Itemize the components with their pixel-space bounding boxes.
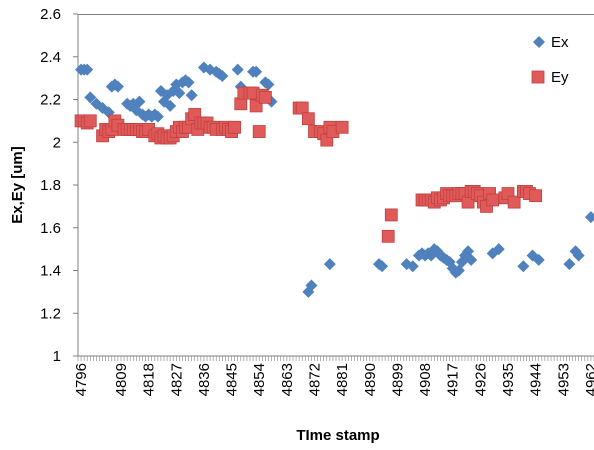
legend-label-ey: Ey xyxy=(551,69,569,86)
y-axis: 1 1.2 1.4 1.6 1.8 2 2.2 2.4 2.6 xyxy=(40,6,78,365)
data-point-ey xyxy=(486,193,500,207)
x-tick-label: 4944 xyxy=(528,363,545,396)
y-tick-label: 1.8 xyxy=(40,177,61,194)
data-point-ex xyxy=(465,253,478,266)
data-point-ey xyxy=(228,120,242,134)
data-point-ex xyxy=(231,63,244,76)
data-point-ex xyxy=(376,260,389,273)
y-tick-label: 1 xyxy=(53,348,61,365)
data-point-ey xyxy=(258,90,272,104)
x-tick-label: 4908 xyxy=(417,363,434,396)
data-point-ex xyxy=(111,80,124,93)
data-point-ey xyxy=(295,101,309,115)
x-tick-label: 4953 xyxy=(555,363,572,396)
data-point-ex xyxy=(584,211,594,224)
x-tick-label: 4845 xyxy=(224,363,241,396)
x-tick-label: 4917 xyxy=(445,363,462,396)
data-point-ey xyxy=(335,120,349,134)
data-point-ex xyxy=(492,243,505,256)
x-tick-label: 4881 xyxy=(334,363,351,396)
data-point-ex xyxy=(133,95,146,108)
x-tick-label: 4962 xyxy=(583,363,594,396)
plot-frame xyxy=(77,14,594,357)
y-tick-label: 2.4 xyxy=(40,49,61,66)
legend-marker-ey xyxy=(531,70,545,84)
y-tick-label: 1.6 xyxy=(40,220,61,237)
data-point-ey xyxy=(381,229,395,243)
data-point-ex xyxy=(173,87,186,100)
data-point-ey xyxy=(507,195,521,209)
x-tick-label: 4872 xyxy=(307,363,324,396)
y-tick-label: 2.2 xyxy=(40,92,61,109)
legend: Ex Ey xyxy=(531,34,569,86)
x-tick-label: 4836 xyxy=(196,363,213,396)
series-ex xyxy=(75,61,594,298)
y-tick-label: 2.6 xyxy=(40,6,61,23)
data-point-ex xyxy=(305,279,318,292)
data-point-ey xyxy=(83,114,97,128)
data-point-ey xyxy=(234,97,248,111)
legend-item-ex: Ex xyxy=(533,34,569,51)
data-point-ey xyxy=(529,189,543,203)
data-point-ex xyxy=(323,258,336,271)
data-point-ex xyxy=(182,76,195,89)
data-point-ey xyxy=(252,125,266,138)
data-point-ex xyxy=(406,260,419,273)
x-tick-label: 4863 xyxy=(279,363,296,396)
x-tick-label: 4796 xyxy=(73,363,90,396)
data-point-ex xyxy=(185,89,198,102)
data-point-ex xyxy=(216,69,229,82)
data-point-ex xyxy=(572,249,585,262)
data-point-ex xyxy=(532,253,545,266)
x-axis: 4796 4809 4818 4827 4836 4845 4854 4863 4872 4881… xyxy=(73,356,594,396)
x-tick-label: 4935 xyxy=(500,363,517,396)
legend-item-ey: Ey xyxy=(531,69,569,86)
x-tick-label: 4926 xyxy=(472,363,489,396)
series-ey xyxy=(74,86,543,243)
data-point-ex xyxy=(431,245,444,258)
data-point-ex xyxy=(151,110,164,123)
x-tick-label: 4818 xyxy=(141,363,158,396)
data-point-ey xyxy=(301,112,315,126)
x-tick-label: 4854 xyxy=(251,363,268,396)
y-tick-label: 1.2 xyxy=(40,305,61,322)
y-axis-title: Ex,Ey [um] xyxy=(9,146,26,224)
legend-marker-ex xyxy=(533,36,545,48)
x-tick-label: 4827 xyxy=(168,363,185,396)
x-tick-label: 4899 xyxy=(389,363,406,396)
data-point-ex xyxy=(462,245,475,258)
data-point-ex xyxy=(250,65,263,78)
data-point-ex xyxy=(569,245,582,258)
x-tick-label: 4890 xyxy=(362,363,379,396)
data-point-ex xyxy=(164,99,177,112)
data-point-ex xyxy=(517,260,530,273)
y-tick-label: 2 xyxy=(53,134,61,151)
y-tick-label: 1.4 xyxy=(40,263,61,280)
x-tick-label: 4809 xyxy=(113,363,130,396)
data-point-ex xyxy=(84,91,97,104)
data-point-ex xyxy=(262,78,275,91)
legend-label-ex: Ex xyxy=(551,34,569,51)
data-point-ex xyxy=(563,258,576,271)
data-points xyxy=(74,61,594,298)
data-point-ey xyxy=(384,208,398,222)
data-point-ex xyxy=(81,63,94,76)
x-axis-title: TIme stamp xyxy=(296,427,379,444)
